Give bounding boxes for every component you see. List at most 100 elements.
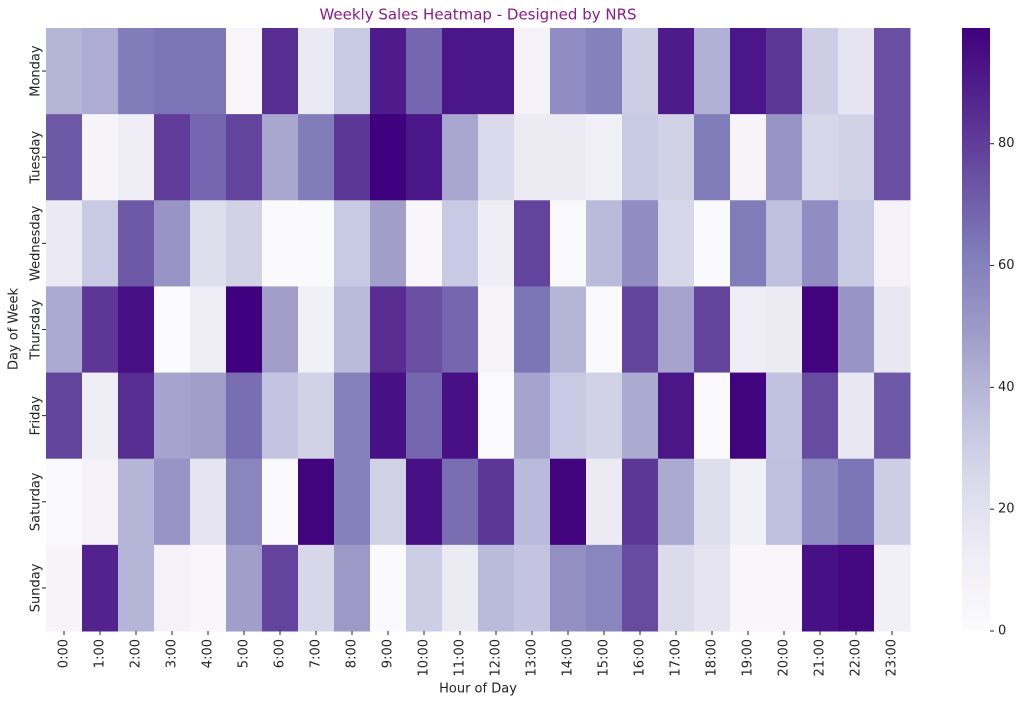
heatmap-cell (46, 286, 83, 374)
heatmap-cell (190, 28, 227, 115)
heatmap-cell (370, 200, 407, 287)
colorbar-tick-label: 40 (998, 380, 1015, 395)
heatmap-cell (334, 458, 371, 546)
heatmap-cell (82, 458, 119, 546)
heatmap-cell (406, 544, 443, 632)
x-tick-label: 14:00 (561, 639, 576, 676)
heatmap-cell (226, 458, 263, 546)
heatmap-cell (262, 372, 299, 460)
heatmap-cell (766, 286, 803, 374)
heatmap-cell (694, 28, 731, 115)
heatmap-cell (334, 372, 371, 460)
heatmap-cell (262, 114, 299, 201)
heatmap-cell (334, 200, 371, 287)
heatmap-cell (550, 372, 587, 460)
y-tick-label: Tuesday (29, 130, 44, 184)
heatmap-cell (226, 544, 263, 632)
heatmap-cell (514, 114, 551, 201)
heatmap-cell (370, 114, 407, 201)
heatmap-cell (766, 200, 803, 287)
heatmap-cell (370, 286, 407, 374)
heatmap-cell (442, 114, 479, 201)
heatmap-cell (802, 114, 839, 201)
heatmap-cell (154, 114, 191, 201)
heatmap-cell (442, 372, 479, 460)
heatmap-cell (622, 114, 659, 201)
x-tick-label: 2:00 (129, 639, 144, 668)
y-tick-label: Saturday (29, 472, 44, 531)
heatmap-cell (802, 286, 839, 374)
heatmap-cell (622, 28, 659, 115)
heatmap-cell (874, 458, 911, 546)
heatmap-cell (82, 372, 119, 460)
colorbar (962, 28, 990, 631)
heatmap-cell (262, 200, 299, 287)
heatmap-cell (766, 28, 803, 115)
x-tick-label: 13:00 (525, 639, 540, 676)
heatmap-cell (226, 372, 263, 460)
heatmap-cell (586, 28, 623, 115)
heatmap-cell (730, 28, 767, 115)
heatmap-cell (226, 114, 263, 201)
y-tick-label: Friday (29, 396, 44, 436)
heatmap-cell (442, 200, 479, 287)
heatmap-cell (118, 114, 155, 201)
heatmap-cell (370, 544, 407, 632)
heatmap-cell (190, 544, 227, 632)
heatmap-cell (406, 114, 443, 201)
heatmap-cell (622, 286, 659, 374)
x-tick-label: 18:00 (705, 639, 720, 676)
x-tick-label: 22:00 (849, 639, 864, 676)
heatmap-cell (730, 200, 767, 287)
x-tick-label: 5:00 (237, 639, 252, 668)
x-tick-label: 0:00 (57, 639, 72, 668)
heatmap-cell (622, 544, 659, 632)
heatmap-cell (694, 286, 731, 374)
x-tick-label: 10:00 (417, 639, 432, 676)
heatmap-cell (334, 114, 371, 201)
heatmap-cell (118, 458, 155, 546)
heatmap-cell (838, 372, 875, 460)
heatmap-cell (298, 286, 335, 374)
x-tick-label: 8:00 (345, 639, 360, 668)
heatmap-cell (298, 544, 335, 632)
heatmap-cell (190, 200, 227, 287)
heatmap-cell (190, 114, 227, 201)
heatmap-cell (298, 458, 335, 546)
x-tick-label: 16:00 (633, 639, 648, 676)
y-axis-label: Day of Week (7, 287, 22, 370)
heatmap-cell (154, 200, 191, 287)
heatmap-cell (838, 458, 875, 546)
heatmap-cell (802, 544, 839, 632)
heatmap-cell (766, 544, 803, 632)
heatmap-cell (46, 28, 83, 115)
heatmap-cell (46, 200, 83, 287)
heatmap-cell (658, 28, 695, 115)
heatmap-cell (586, 200, 623, 287)
heatmap-cell (586, 114, 623, 201)
heatmap-cell (118, 200, 155, 287)
heatmap-cell (442, 286, 479, 374)
x-tick-label: 17:00 (669, 639, 684, 676)
heatmap-cell (154, 28, 191, 115)
heatmap-cell (766, 114, 803, 201)
heatmap-cell (730, 114, 767, 201)
heatmap-cell (694, 114, 731, 201)
heatmap-cell (478, 372, 515, 460)
heatmap-cell (514, 458, 551, 546)
x-tick-label: 1:00 (93, 639, 108, 668)
heatmap-cell (874, 200, 911, 287)
heatmap-cell (586, 544, 623, 632)
x-tick-label: 12:00 (489, 639, 504, 676)
heatmap-cell (658, 286, 695, 374)
heatmap-cell (586, 458, 623, 546)
colorbar-tick-label: 80 (998, 136, 1015, 151)
heatmap-cell (838, 114, 875, 201)
heatmap-cell (226, 286, 263, 374)
heatmap-cell (406, 458, 443, 546)
heatmap-cell (154, 544, 191, 632)
heatmap-cell (370, 28, 407, 115)
x-tick-label: 19:00 (741, 639, 756, 676)
heatmap-cell (226, 200, 263, 287)
heatmap-cell (46, 544, 83, 632)
